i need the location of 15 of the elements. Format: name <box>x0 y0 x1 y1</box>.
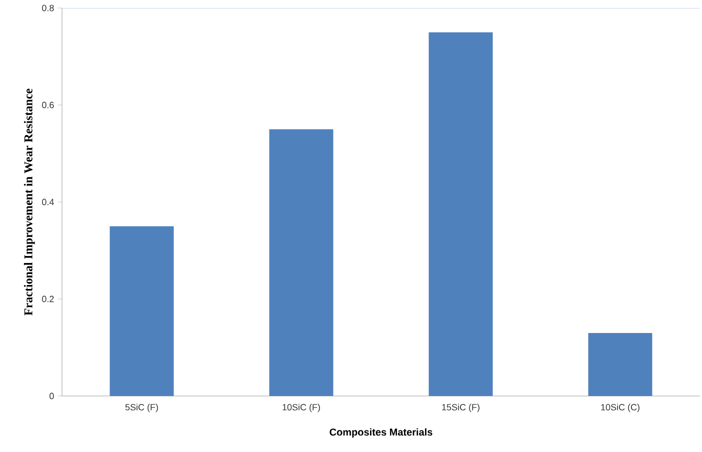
y-tick-label: 0.6 <box>42 102 54 108</box>
x-axis-title: Composites Materials <box>330 428 432 438</box>
x-tick-label: 5SiC (F) <box>125 404 158 412</box>
y-tick-label: 0.8 <box>42 4 54 12</box>
x-tick-label: 10SiC (F) <box>282 404 320 412</box>
bar <box>588 332 652 396</box>
x-tick-label: 10SiC (C) <box>601 404 640 412</box>
x-tick-label: 15SiC (F) <box>442 404 480 412</box>
y-tick-label: 0.2 <box>42 296 54 302</box>
bar <box>110 226 174 396</box>
y-tick-label: 0 <box>50 392 54 400</box>
bar <box>428 32 493 396</box>
y-axis-title: Fractional Improvement in Wear Resistance <box>24 88 35 316</box>
bar <box>269 129 334 396</box>
y-tick-label: 0.4 <box>42 198 54 206</box>
